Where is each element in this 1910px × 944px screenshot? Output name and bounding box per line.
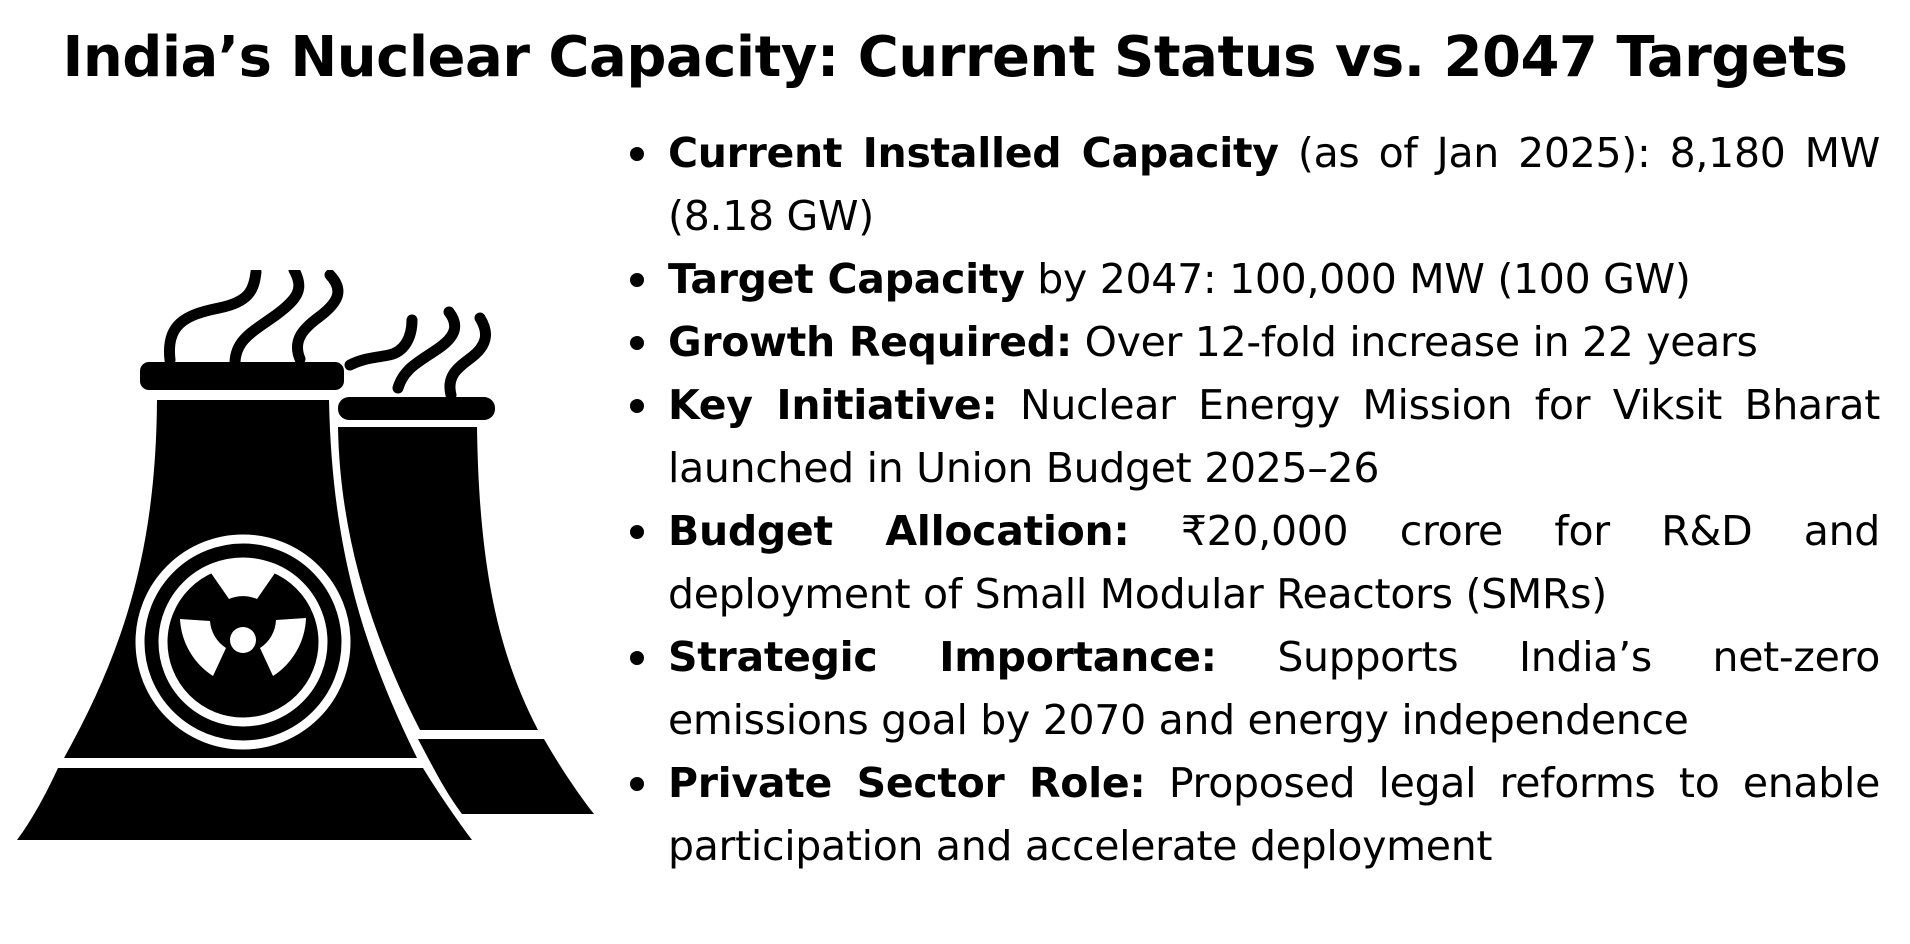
point-growth-required: Growth Required: Over 12-fold increase i… — [630, 311, 1880, 374]
point-label: Private Sector Role: — [668, 759, 1146, 807]
nuclear-power-plant-icon — [14, 264, 594, 850]
point-target-capacity: Target Capacity by 2047: 100,000 MW (100… — [630, 248, 1880, 311]
point-label: Target Capacity — [668, 255, 1025, 303]
point-text: by 2047: 100,000 MW (100 GW) — [1024, 255, 1691, 303]
point-current-capacity: Current Installed Capacity (as of Jan 20… — [630, 122, 1880, 248]
key-points-list: Current Installed Capacity (as of Jan 20… — [630, 122, 1880, 878]
bullet-icon — [630, 147, 644, 161]
point-label: Budget Allocation: — [668, 507, 1130, 555]
point-budget-allocation: Budget Allocation: ₹20,000 crore for R&D… — [630, 500, 1880, 626]
radiation-symbol-icon — [135, 534, 351, 750]
point-private-sector-role: Private Sector Role: Proposed legal refo… — [630, 752, 1880, 878]
point-key-initiative: Key Initiative: Nuclear Energy Mission f… — [630, 374, 1880, 500]
bullet-icon — [630, 399, 644, 413]
right-tower-cap-icon — [338, 397, 495, 420]
point-label: Current Installed Capacity — [668, 129, 1279, 177]
bullet-icon — [630, 651, 644, 665]
point-label: Strategic Importance: — [668, 633, 1217, 681]
point-text: (as of Jan 2025): 8,180 MW (8.18 GW) — [668, 129, 1880, 240]
point-strategic-importance: Strategic Importance: Supports India’s n… — [630, 626, 1880, 752]
left-tower-cap-icon — [140, 362, 344, 390]
bullet-icon — [630, 273, 644, 287]
bullet-icon — [630, 525, 644, 539]
point-text: Over 12-fold increase in 22 years — [1071, 318, 1758, 366]
point-text: Supports India’s net-zero emissions goal… — [668, 633, 1880, 744]
page-title: India’s Nuclear Capacity: Current Status… — [62, 25, 1848, 90]
bullet-icon — [630, 777, 644, 791]
point-label: Growth Required: — [668, 318, 1072, 366]
bullet-icon — [630, 336, 644, 350]
point-text: ₹20,000 crore for R&D and deployment of … — [668, 507, 1880, 618]
point-text: Proposed legal reforms to enable partici… — [668, 759, 1880, 870]
point-text: Nuclear Energy Mission for Viksit Bharat… — [668, 381, 1880, 492]
steam-icon — [163, 266, 262, 366]
point-label: Key Initiative: — [668, 381, 998, 429]
